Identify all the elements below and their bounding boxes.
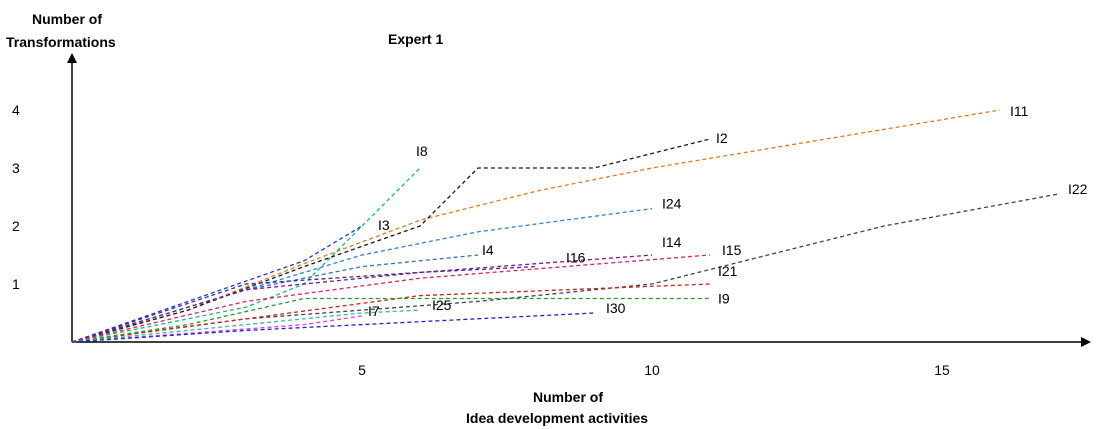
series-label-i11: I11 <box>1010 103 1029 119</box>
series-line-i14 <box>71 254 653 343</box>
x-axis-title-line1: Number of <box>533 389 603 405</box>
y-tick-label: 4 <box>12 102 20 118</box>
x-axis-title-line2: Idea development activities <box>466 410 648 426</box>
series-label-i22: I22 <box>1068 181 1088 197</box>
series-line-i25 <box>71 309 421 343</box>
series-line-i30 <box>71 312 595 343</box>
series-label-i9: I9 <box>718 291 730 307</box>
series-labels: I11 I2 I22 I8 I3 I24 I4 I16 I14 I15 I21 I9 I7 I25 I30 <box>368 103 1088 319</box>
series-label-i14: I14 <box>662 234 682 250</box>
series-line-i11 <box>71 109 1001 343</box>
series-label-i30: I30 <box>606 300 626 316</box>
series-label-i16: I16 <box>566 250 586 266</box>
series-lines <box>71 109 1059 343</box>
series-label-i3: I3 <box>378 217 390 233</box>
y-tick-label: 1 <box>12 276 20 292</box>
y-tick-label: 2 <box>12 218 20 234</box>
series-label-i15: I15 <box>722 242 742 258</box>
series-line-i9 <box>71 297 710 343</box>
x-tick-label: 15 <box>934 362 950 378</box>
x-tick-label: 10 <box>644 362 660 378</box>
series-line-i15 <box>71 254 711 343</box>
series-label-i2: I2 <box>716 130 728 146</box>
series-line-i3 <box>71 225 363 343</box>
series-line-i16 <box>71 265 537 343</box>
series-line-i2 <box>71 138 711 343</box>
series-label-i7: I7 <box>368 303 380 319</box>
y-axis-title-line2: Transformations <box>6 34 116 50</box>
series-line-i24 <box>71 207 653 343</box>
y-tick-label: 3 <box>12 160 20 176</box>
series-label-i21: I21 <box>718 263 738 279</box>
series-label-i25: I25 <box>432 297 452 313</box>
series-line-i21 <box>71 283 711 343</box>
series-label-i24: I24 <box>662 196 682 212</box>
y-axis-title-line1: Number of <box>32 11 102 27</box>
series-line-i4 <box>71 254 479 343</box>
series-label-i8: I8 <box>416 143 428 159</box>
series-label-i4: I4 <box>482 242 494 258</box>
series-line-i22 <box>71 193 1059 343</box>
x-tick-label: 5 <box>358 362 366 378</box>
chart-title: Expert 1 <box>388 31 443 47</box>
tick-labels: 5 10 15 1 2 3 4 <box>12 102 950 378</box>
